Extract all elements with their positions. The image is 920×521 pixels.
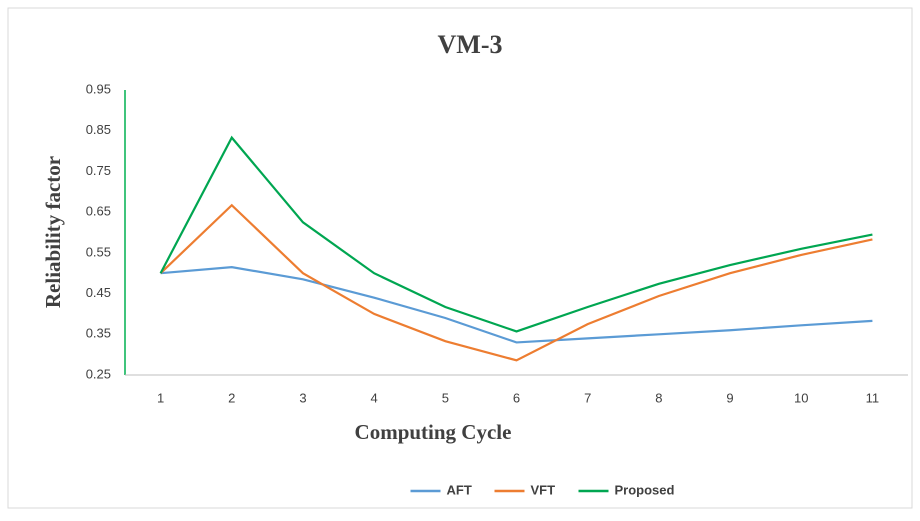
x-tick-label: 2 — [228, 390, 235, 405]
y-tick-label: 0.45 — [86, 285, 111, 300]
y-axis-label: Reliability factor — [41, 156, 65, 308]
x-tick-label: 11 — [866, 390, 880, 405]
x-tick-label: 5 — [442, 390, 449, 405]
legend-label: VFT — [531, 482, 556, 497]
x-tick-label: 7 — [584, 390, 591, 405]
y-tick-label: 0.55 — [86, 244, 111, 259]
legend-label: Proposed — [615, 482, 675, 497]
x-tick-label: 3 — [299, 390, 306, 405]
x-tick-label: 8 — [655, 390, 662, 405]
y-tick-label: 0.75 — [86, 163, 111, 178]
x-tick-label: 9 — [726, 390, 733, 405]
y-tick-label: 0.35 — [86, 326, 111, 341]
y-tick-label: 0.85 — [86, 122, 111, 137]
line-series — [159, 135, 873, 333]
x-tick-label: 1 — [157, 390, 164, 405]
x-tick-label: 4 — [371, 390, 378, 405]
x-tick-label: 6 — [513, 390, 520, 405]
x-axis-label: Computing Cycle — [355, 420, 512, 444]
y-tick-label: 0.25 — [86, 366, 111, 381]
line-series — [159, 203, 873, 362]
y-tick-label: 0.65 — [86, 204, 111, 219]
x-tick-label: 10 — [794, 390, 808, 405]
line-series — [160, 265, 873, 344]
y-tick-label: 0.95 — [86, 81, 111, 96]
chart-title: VM-3 — [438, 30, 503, 59]
legend-label: AFT — [447, 482, 472, 497]
